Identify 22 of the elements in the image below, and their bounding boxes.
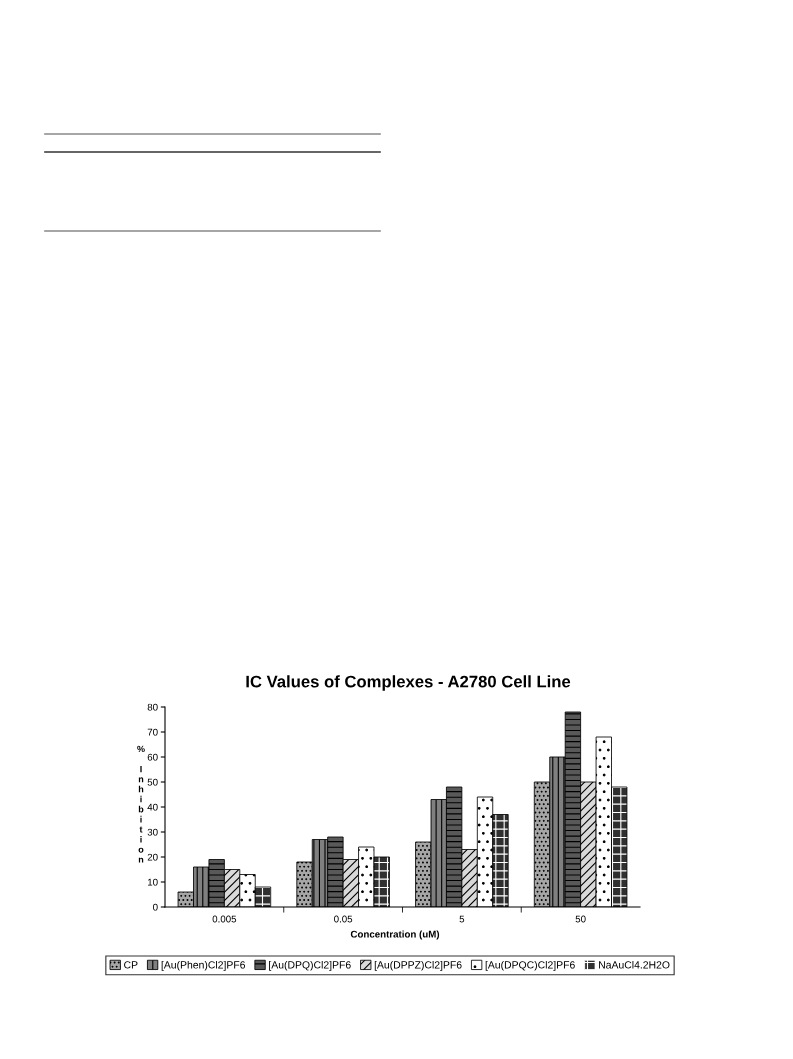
y-tick-label: 10 [147, 878, 158, 886]
legend-label: [Au(DPQC)Cl2]PF6 [485, 960, 575, 971]
y-tick-label: 60 [147, 753, 158, 761]
y-tick-label: 50 [147, 778, 158, 786]
y-tick-label: 70 [147, 728, 158, 736]
y-tick-label: 40 [147, 803, 158, 811]
y-tick-label: 30 [147, 828, 158, 836]
legend-label: NaAuCl4.2H2O [599, 960, 670, 969]
text: % Inhibition [137, 745, 145, 863]
x-tick-label: 5 [459, 915, 465, 923]
legend-label: [Au(DPQ)Cl2]PF6 [269, 960, 351, 971]
y-tick-label: 0 [153, 903, 158, 911]
x-tick-label: 0.005 [212, 915, 237, 923]
y-tick-label: 20 [147, 853, 158, 861]
legend-label: [Au(DPPZ)Cl2]PF6 [374, 960, 462, 971]
legend-label: CP [124, 961, 138, 969]
x-axis-title: Concentration (uM) [350, 930, 440, 940]
x-tick-label: 0.05 [334, 915, 353, 923]
y-tick-label: 80 [147, 703, 158, 711]
x-tick-label: 50 [575, 915, 586, 923]
chart-title: IC Values of Complexes - A2780 Cell Line [246, 675, 571, 691]
legend-label: [Au(Phen)Cl2]PF6 [161, 960, 246, 971]
